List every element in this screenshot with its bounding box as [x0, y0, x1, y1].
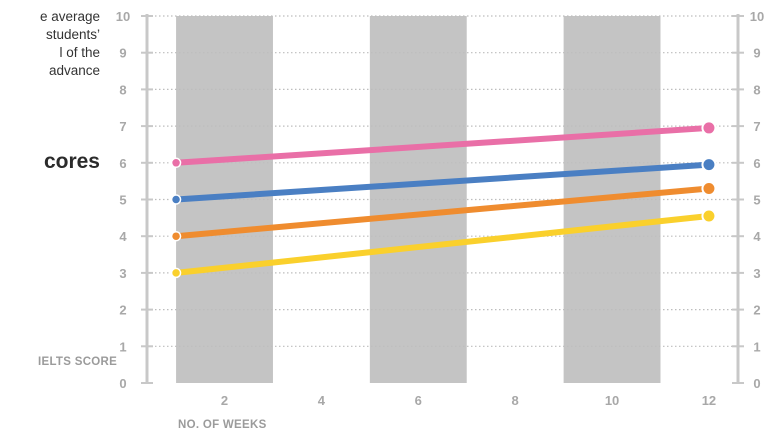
x-tick-label: 8 — [512, 393, 519, 408]
y-tick-label: 10 — [750, 9, 764, 24]
x-tick-label: 6 — [415, 393, 422, 408]
data-point — [702, 210, 715, 223]
x-tick-label: 2 — [221, 393, 228, 408]
y-tick-label: 0 — [119, 376, 126, 391]
data-point — [702, 182, 715, 195]
y-tick-label: 10 — [116, 9, 130, 24]
x-tick-label: 12 — [702, 393, 716, 408]
y-tick-label: 5 — [119, 193, 126, 208]
data-point — [702, 158, 715, 171]
data-point — [172, 268, 181, 277]
y-tick-label: 5 — [753, 193, 760, 208]
y-tick-label: 8 — [753, 82, 760, 97]
y-tick-label: 9 — [119, 46, 126, 61]
y-tick-label: 8 — [119, 82, 126, 97]
y-axis-label: IELTS SCORE — [38, 356, 117, 368]
data-point — [172, 158, 181, 167]
data-point — [702, 121, 715, 134]
y-tick-label: 1 — [753, 339, 760, 354]
data-point — [172, 195, 181, 204]
y-tick-label: 3 — [119, 266, 126, 281]
y-tick-label: 2 — [753, 303, 760, 318]
x-tick-label: 4 — [318, 393, 326, 408]
y-tick-label: 9 — [753, 46, 760, 61]
x-tick-labels: 2 4 6 8 10 12 — [221, 393, 716, 408]
y-tick-label: 6 — [119, 156, 126, 171]
data-point — [172, 232, 181, 241]
y-tick-label: 2 — [119, 303, 126, 318]
x-axis-label: NO. OF WEEKS — [178, 419, 267, 431]
x-tick-label: 10 — [605, 393, 619, 408]
y-tick-label: 0 — [753, 376, 760, 391]
y-tick-label: 7 — [119, 119, 126, 134]
y-tick-label: 6 — [753, 156, 760, 171]
y-tick-label: 1 — [119, 339, 126, 354]
y-tick-labels-left: 0 1 2 3 4 5 6 7 8 9 10 — [116, 9, 130, 391]
y-tick-label: 7 — [753, 119, 760, 134]
y-tick-label: 4 — [119, 229, 127, 244]
y-tick-label: 3 — [753, 266, 760, 281]
y-tick-labels-right: 0 1 2 3 4 5 6 7 8 9 10 — [750, 9, 764, 391]
y-tick-label: 4 — [753, 229, 761, 244]
